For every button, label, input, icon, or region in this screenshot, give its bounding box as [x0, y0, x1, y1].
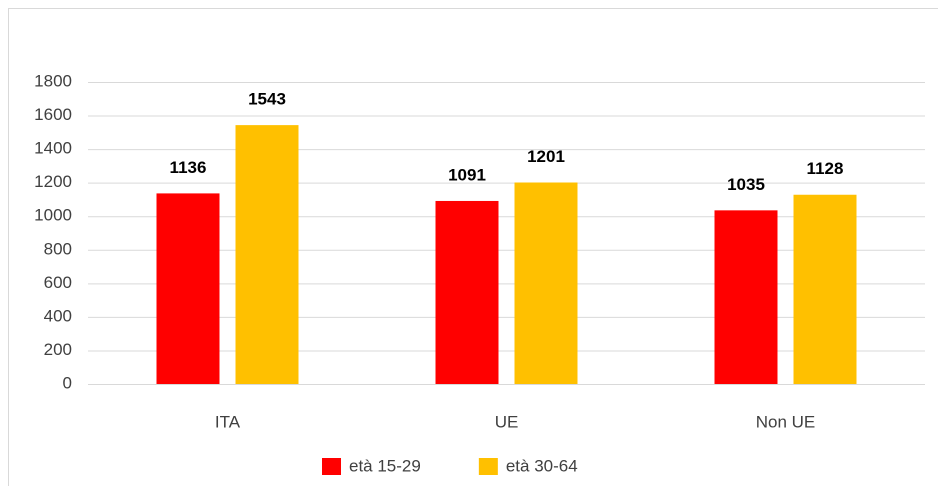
bar: [156, 193, 220, 384]
data-label: 1201: [527, 147, 565, 166]
y-tick-label: 1000: [34, 206, 72, 225]
y-tick-label: 800: [44, 239, 72, 258]
data-label: 1035: [727, 175, 765, 194]
bar: [714, 210, 778, 384]
bar: [514, 182, 578, 384]
data-label: 1091: [448, 165, 486, 184]
bar: [793, 194, 857, 384]
legend-label: età 30-64: [506, 456, 578, 475]
legend-swatch: [322, 458, 341, 475]
y-tick-label: 0: [63, 373, 72, 392]
bar: [235, 125, 299, 384]
data-label: 1543: [248, 90, 286, 109]
data-label: 1136: [170, 158, 207, 177]
legend-label: età 15-29: [349, 456, 421, 475]
y-tick-label: 1600: [34, 105, 72, 124]
x-tick-label: Non UE: [756, 412, 816, 431]
legend-swatch: [478, 458, 498, 475]
bar: [435, 200, 499, 384]
y-tick-label: 200: [44, 340, 72, 359]
x-tick-label: UE: [495, 412, 519, 431]
data-label: 1128: [807, 159, 844, 178]
y-tick-label: 1200: [34, 172, 72, 191]
y-tick-label: 400: [44, 306, 72, 325]
y-tick-label: 1800: [34, 71, 72, 90]
chart-border: [8, 8, 938, 486]
x-tick-label: ITA: [215, 412, 241, 431]
y-tick-label: 1400: [34, 139, 72, 158]
y-tick-label: 600: [44, 273, 72, 292]
